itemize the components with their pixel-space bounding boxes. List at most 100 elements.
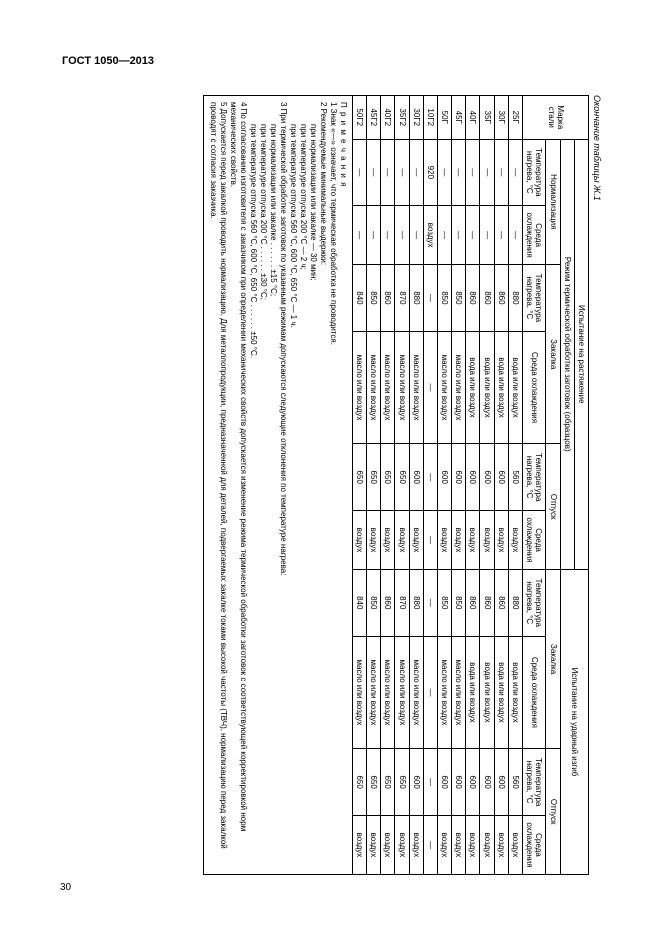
- cell-n2: —: [452, 206, 466, 265]
- cell-n1: —: [466, 139, 480, 206]
- cell-it: 880: [409, 569, 423, 636]
- cell-zt: 840: [352, 265, 366, 332]
- cell-n1: —: [494, 139, 508, 206]
- cell-jt: 600: [480, 749, 494, 816]
- cell-ot: 600: [437, 444, 451, 511]
- note-3c: при температуре отпуска 560 °С, 600 °С, …: [248, 102, 258, 868]
- cell-zt: 860: [466, 265, 480, 332]
- cell-ie: масло или воздух: [381, 636, 395, 749]
- note-2: 2 Рекомендуемые минимальные выдержки:: [318, 102, 328, 868]
- cell-oe: воздух: [480, 511, 494, 570]
- cell-ie: масло или воздух: [409, 636, 423, 749]
- cell-oe: воздух: [367, 511, 381, 570]
- cell-zt: 850: [452, 265, 466, 332]
- cell-n2: —: [494, 206, 508, 265]
- cell-zt: 880: [508, 265, 522, 332]
- cell-ot: 600: [466, 444, 480, 511]
- cell-oe: воздух: [352, 511, 366, 570]
- cell-m: 10Г2: [423, 96, 437, 140]
- cell-m: 50Г: [437, 96, 451, 140]
- cell-m: 35Г: [480, 96, 494, 140]
- h-env: Среда охлаждения: [523, 511, 546, 570]
- main-table: Марка стали Испытание на растяжение Испы…: [203, 95, 589, 875]
- cell-n2: —: [480, 206, 494, 265]
- doc-title: ГОСТ 1050—2013: [62, 55, 154, 67]
- cell-jt: 650: [367, 749, 381, 816]
- header-mark: Марка стали: [523, 96, 589, 140]
- note-3: 3 При термической обработке заготовок по…: [278, 102, 288, 868]
- cell-it: 850: [367, 569, 381, 636]
- cell-ze: вода или воздух: [494, 331, 508, 444]
- cell-ot: 600: [409, 444, 423, 511]
- cell-ie: —: [423, 636, 437, 749]
- cell-ie: масло или воздух: [452, 636, 466, 749]
- cell-n2: —: [437, 206, 451, 265]
- h-env: Среда охлаждения: [523, 636, 546, 749]
- h-tnag: Температура нагрева, °С: [523, 265, 546, 332]
- cell-zt: 860: [381, 265, 395, 332]
- cell-it: 860: [381, 569, 395, 636]
- cell-it: 840: [352, 569, 366, 636]
- cell-ie: масло или воздух: [395, 636, 409, 749]
- cell-zt: 850: [437, 265, 451, 332]
- header-otp1: Отпуск: [546, 444, 560, 570]
- h-env: Среда охлаждения: [523, 331, 546, 444]
- notes-head: П р и м е ч а н и я: [338, 102, 348, 868]
- cell-ze: вода или воздух: [508, 331, 522, 444]
- cell-ze: масло или воздух: [352, 331, 366, 444]
- page-number: 30: [60, 882, 71, 893]
- cell-je: —: [423, 815, 437, 874]
- cell-oe: воздух: [466, 511, 480, 570]
- note-3a: при нормализации или закалке . . . . . .…: [268, 102, 278, 868]
- cell-je: воздух: [480, 815, 494, 874]
- cell-ot: 600: [452, 444, 466, 511]
- cell-je: воздух: [352, 815, 366, 874]
- cell-ze: масло или воздух: [452, 331, 466, 444]
- cell-oe: воздух: [395, 511, 409, 570]
- cell-oe: воздух: [437, 511, 451, 570]
- cell-n1: —: [381, 139, 395, 206]
- cell-jt: 600: [452, 749, 466, 816]
- cell-je: воздух: [452, 815, 466, 874]
- note-4: 4 По согласованию изготовителя с заказчи…: [228, 102, 248, 868]
- note-2c: при температуре отпуска 560 °С, 600 °С, …: [288, 102, 298, 868]
- header-tension: Испытание на растяжение: [574, 139, 588, 569]
- cell-jt: —: [423, 749, 437, 816]
- cell-ie: вода или воздух: [508, 636, 522, 749]
- cell-ot: 600: [480, 444, 494, 511]
- cell-ie: вода или воздух: [494, 636, 508, 749]
- cell-je: воздух: [437, 815, 451, 874]
- cell-ot: 560: [508, 444, 522, 511]
- cell-jt: 650: [352, 749, 366, 816]
- rotated-content: Окончание таблицы Ж.1 Марка стали Испыта…: [62, 95, 602, 875]
- cell-m: 45Г2: [367, 96, 381, 140]
- cell-jt: 560: [508, 749, 522, 816]
- cell-je: воздух: [466, 815, 480, 874]
- cell-it: 870: [395, 569, 409, 636]
- cell-ze: —: [423, 331, 437, 444]
- cell-oe: воздух: [409, 511, 423, 570]
- cell-n2: —: [381, 206, 395, 265]
- cell-m: 45Г: [452, 96, 466, 140]
- cell-n2: —: [466, 206, 480, 265]
- cell-n2: —: [508, 206, 522, 265]
- cell-ie: масло или воздух: [437, 636, 451, 749]
- cell-m: 40Г: [466, 96, 480, 140]
- cell-n2: —: [352, 206, 366, 265]
- cell-ot: 650: [381, 444, 395, 511]
- cell-jt: 600: [437, 749, 451, 816]
- cell-zt: 880: [409, 265, 423, 332]
- header-zak2: Закалка: [546, 569, 560, 748]
- cell-ie: вода или воздух: [466, 636, 480, 749]
- cell-ot: 600: [494, 444, 508, 511]
- cell-it: 880: [508, 569, 522, 636]
- note-5: 5 Допускается перед закалкой проводить н…: [208, 102, 228, 868]
- cell-ot: 650: [352, 444, 366, 511]
- cell-jt: 650: [381, 749, 395, 816]
- notes-cell: П р и м е ч а н и я 1 Знак «—» означает,…: [203, 96, 352, 875]
- cell-n1: —: [452, 139, 466, 206]
- cell-it: —: [423, 569, 437, 636]
- cell-ze: масло или воздух: [367, 331, 381, 444]
- cell-m: 35Г2: [395, 96, 409, 140]
- cell-n1: —: [395, 139, 409, 206]
